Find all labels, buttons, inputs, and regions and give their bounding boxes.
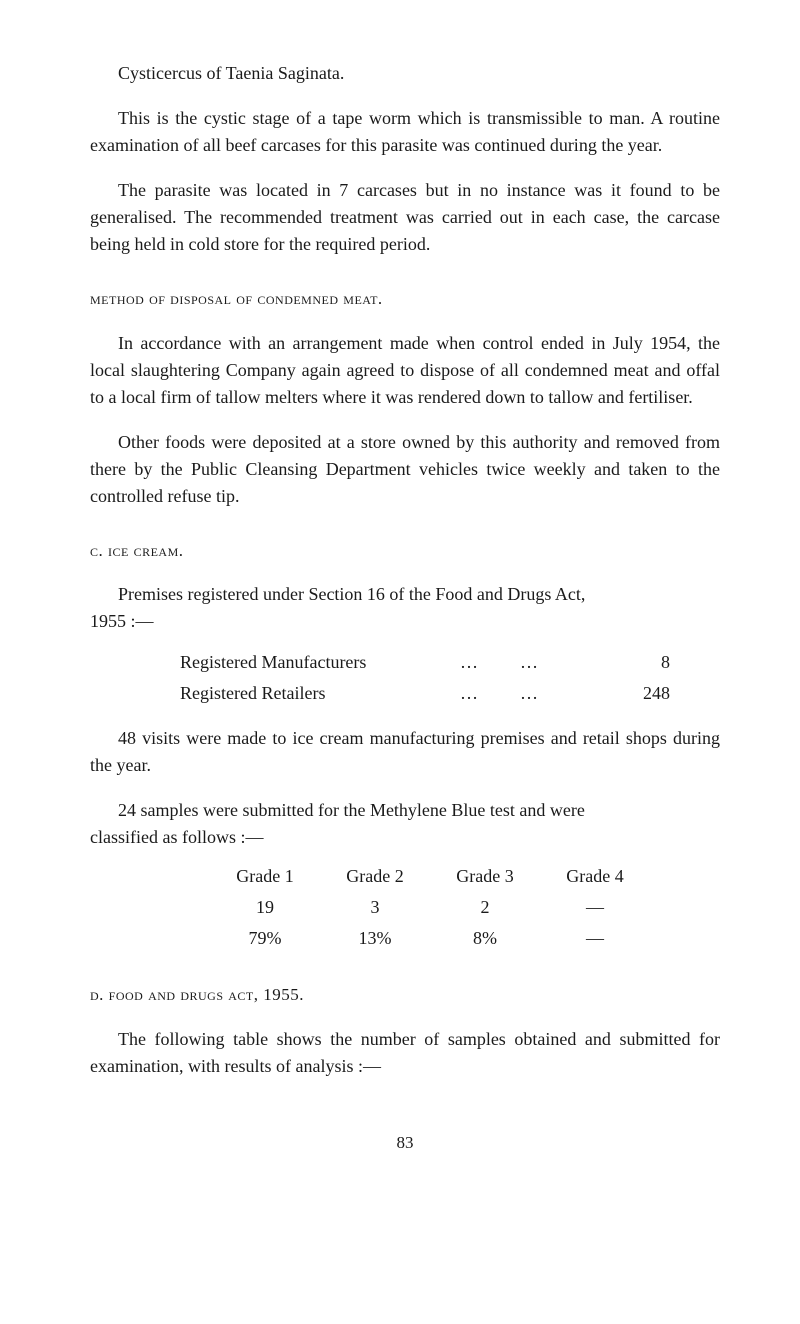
paragraph-5a: Premises registered under Section 16 of … [90,581,720,608]
grade-percent-row: 79% 13% 8% — [210,923,720,954]
grade-percent-1: 79% [210,923,320,954]
section-c-header: c. ice cream. [90,538,720,564]
dots: … [460,680,520,707]
registered-manufacturers-row: Registered Manufacturers … … 8 [180,649,720,676]
grade-header-row: Grade 1 Grade 2 Grade 3 Grade 4 [210,861,720,892]
grade-header-2: Grade 2 [320,861,430,892]
dots: … [520,649,620,676]
section-b-header: method of disposal of condemned meat. [90,286,720,312]
paragraph-5b: 1955 :— [90,608,720,635]
paragraph-8: The following table shows the number of … [90,1026,720,1080]
grade-percent-4: — [540,923,650,954]
grade-percent-2: 13% [320,923,430,954]
page-number: 83 [90,1130,720,1156]
paragraph-3: In accordance with an arrangement made w… [90,330,720,411]
paragraph-6: 48 visits were made to ice cream manufac… [90,725,720,779]
dots: … [520,680,620,707]
registered-manufacturers-label: Registered Manufacturers [180,649,460,676]
grade-count-1: 19 [210,892,320,923]
grade-percent-3: 8% [430,923,540,954]
registered-retailers-row: Registered Retailers … … 248 [180,680,720,707]
paragraph-1: This is the cystic stage of a tape worm … [90,105,720,159]
paragraph-4: Other foods were deposited at a store ow… [90,429,720,510]
grade-header-1: Grade 1 [210,861,320,892]
paragraph-7a: 24 samples were submitted for the Methyl… [90,797,720,824]
paragraph-7b: classified as follows :— [90,824,720,851]
grade-count-3: 2 [430,892,540,923]
grade-count-2: 3 [320,892,430,923]
grade-header-3: Grade 3 [430,861,540,892]
registered-retailers-value: 248 [620,680,670,707]
grade-count-4: — [540,892,650,923]
grade-header-4: Grade 4 [540,861,650,892]
grade-table: Grade 1 Grade 2 Grade 3 Grade 4 19 3 2 —… [210,861,720,954]
grade-count-row: 19 3 2 — [210,892,720,923]
registered-manufacturers-value: 8 [620,649,670,676]
section-d-header: d. food and drugs act, 1955. [90,982,720,1008]
dots: … [460,649,520,676]
paragraph-2: The parasite was located in 7 carcases b… [90,177,720,258]
registered-retailers-label: Registered Retailers [180,680,460,707]
title-heading: Cysticercus of Taenia Saginata. [90,60,720,87]
